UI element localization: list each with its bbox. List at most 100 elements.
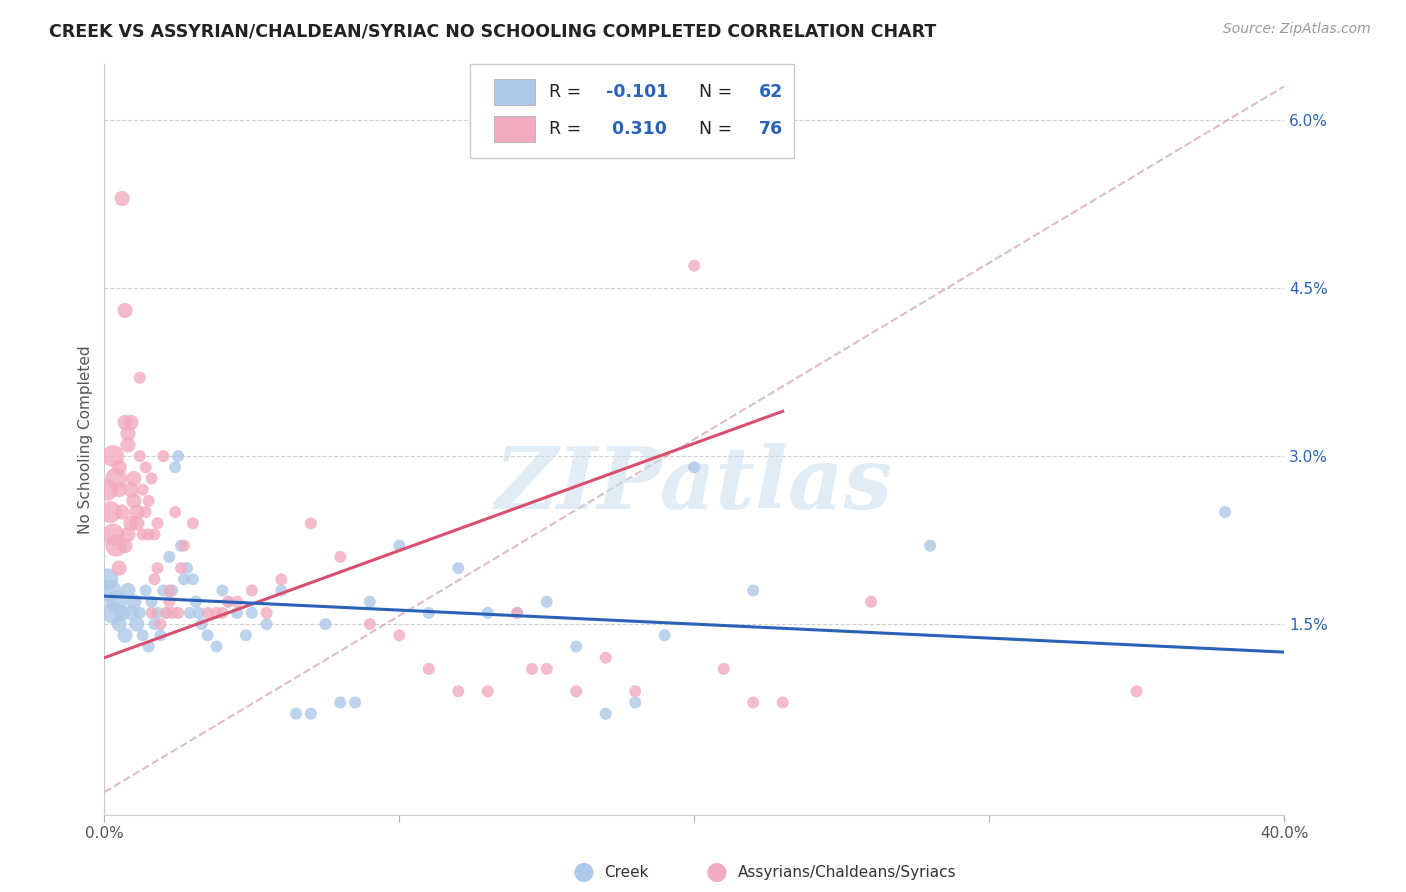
Point — [536, 595, 558, 609]
Point — [447, 561, 470, 575]
Point — [285, 706, 308, 721]
Point — [299, 516, 322, 531]
Point — [120, 483, 142, 497]
Point — [170, 561, 193, 575]
Point — [120, 416, 142, 430]
FancyBboxPatch shape — [470, 64, 794, 158]
Point — [217, 595, 239, 609]
Point — [565, 684, 588, 698]
Point — [149, 628, 172, 642]
Text: CREEK VS ASSYRIAN/CHALDEAN/SYRIAC NO SCHOOLING COMPLETED CORRELATION CHART: CREEK VS ASSYRIAN/CHALDEAN/SYRIAC NO SCH… — [49, 22, 936, 40]
Point — [742, 583, 765, 598]
Point — [477, 606, 499, 620]
Point — [211, 583, 233, 598]
Point — [226, 595, 249, 609]
Text: ZIPatlas: ZIPatlas — [495, 442, 893, 526]
Point — [132, 527, 155, 541]
Point — [135, 505, 157, 519]
Text: Creek: Creek — [605, 865, 650, 880]
Point — [205, 640, 228, 654]
Text: N =: N = — [689, 83, 738, 101]
Point — [132, 483, 155, 497]
Point — [920, 539, 942, 553]
Point — [135, 583, 157, 598]
Bar — [494, 78, 534, 105]
Point — [329, 549, 352, 564]
Point — [152, 449, 174, 463]
Point — [120, 516, 142, 531]
Point — [111, 505, 134, 519]
Bar — [494, 116, 534, 143]
Point — [160, 606, 183, 620]
Point — [256, 606, 278, 620]
Point — [418, 606, 440, 620]
Text: Source: ZipAtlas.com: Source: ZipAtlas.com — [1223, 22, 1371, 37]
Point — [176, 561, 198, 575]
Point — [654, 628, 676, 642]
Point — [506, 606, 529, 620]
Point — [595, 650, 617, 665]
Point — [1213, 505, 1236, 519]
Point — [103, 449, 125, 463]
Point — [114, 628, 136, 642]
Point — [217, 595, 239, 609]
Point — [135, 460, 157, 475]
Point — [105, 471, 128, 485]
Point — [108, 561, 131, 575]
Point — [103, 527, 125, 541]
Point — [270, 583, 292, 598]
Text: Assyrians/Chaldeans/Syriacs: Assyrians/Chaldeans/Syriacs — [738, 865, 956, 880]
Point — [197, 606, 219, 620]
Point — [565, 640, 588, 654]
Text: 62: 62 — [759, 83, 783, 101]
Point — [128, 449, 150, 463]
Point — [108, 483, 131, 497]
Point — [108, 617, 131, 632]
Point — [167, 606, 190, 620]
Point — [108, 460, 131, 475]
Point — [520, 662, 543, 676]
Point — [315, 617, 337, 632]
Text: N =: N = — [689, 120, 738, 138]
Y-axis label: No Schooling Completed: No Schooling Completed — [79, 345, 93, 533]
Point — [181, 572, 204, 586]
Text: ●: ● — [572, 861, 595, 884]
Point — [157, 549, 180, 564]
Point — [477, 684, 499, 698]
Point — [536, 662, 558, 676]
Point — [240, 606, 263, 620]
Point — [256, 617, 278, 632]
Point — [155, 606, 177, 620]
Point — [105, 539, 128, 553]
Point — [111, 606, 134, 620]
Text: 0.310: 0.310 — [606, 120, 666, 138]
Point — [122, 471, 145, 485]
Point — [96, 483, 118, 497]
Point — [359, 617, 381, 632]
Point — [388, 628, 411, 642]
Point — [98, 505, 121, 519]
Point — [170, 539, 193, 553]
Point — [157, 583, 180, 598]
Point — [111, 191, 134, 205]
Point — [187, 606, 209, 620]
Point — [197, 628, 219, 642]
Point — [149, 617, 172, 632]
Point — [683, 259, 706, 273]
Point — [713, 662, 735, 676]
Point — [138, 640, 160, 654]
Point — [138, 527, 160, 541]
Text: R =: R = — [550, 120, 586, 138]
Point — [117, 438, 139, 452]
Point — [388, 539, 411, 553]
Point — [143, 527, 166, 541]
Point — [125, 505, 148, 519]
Point — [117, 583, 139, 598]
Point — [624, 684, 647, 698]
Point — [98, 583, 121, 598]
Point — [173, 572, 195, 586]
Point — [122, 595, 145, 609]
Point — [1125, 684, 1147, 698]
Point — [506, 606, 529, 620]
Point — [447, 684, 470, 698]
